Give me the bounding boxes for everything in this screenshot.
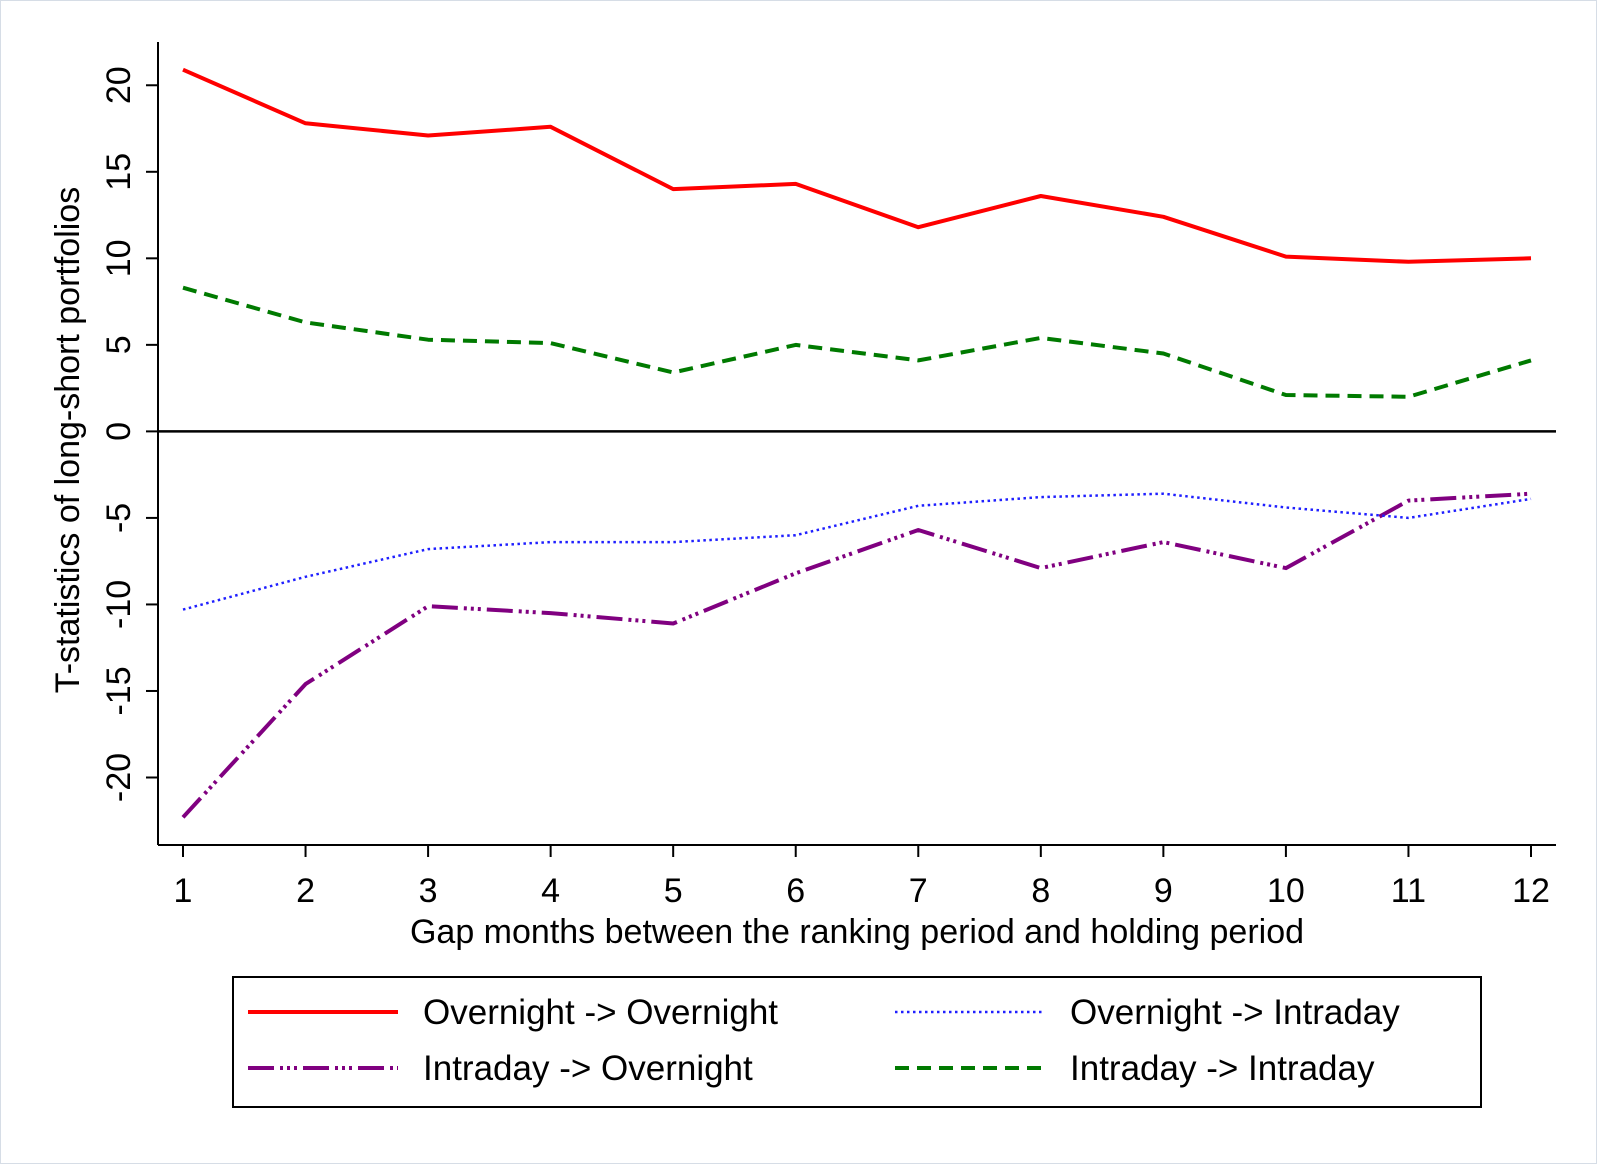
y-tick-label: -5: [100, 503, 138, 533]
x-tick-label: 5: [664, 872, 683, 910]
legend-label: Intraday -> Overnight: [423, 1049, 753, 1088]
series-line-overnight-intraday: [182, 492, 1532, 611]
x-tick-label: 4: [541, 872, 560, 910]
x-tick-label: 3: [419, 872, 438, 910]
series-line-overnight-overnight: [182, 67, 1532, 264]
x-axis-title: Gap months between the ranking period an…: [410, 913, 1304, 951]
series-line-intraday-overnight: [181, 491, 1532, 819]
x-tick-label: 6: [786, 872, 805, 910]
x-tick-label: 8: [1031, 872, 1050, 910]
y-tick-label: 0: [100, 422, 138, 441]
x-tick-label: 7: [909, 872, 928, 910]
y-tick-label: 5: [100, 335, 138, 354]
x-ticks: 1 2 3 4 5 6 7 8 9 10 11 12: [174, 845, 1550, 910]
y-tick-label: 15: [100, 153, 138, 191]
x-tick-label: 1: [174, 872, 193, 910]
legend-label: Overnight -> Intraday: [1070, 993, 1400, 1032]
x-tick-label: 12: [1512, 872, 1550, 910]
y-tick-label: 20: [100, 66, 138, 104]
legend: Overnight -> Overnight Overnight -> Intra…: [232, 976, 1482, 1108]
x-tick-label: 10: [1267, 872, 1305, 910]
x-tick-label: 11: [1391, 872, 1426, 910]
y-tick-label: -20: [100, 753, 138, 802]
legend-label: Overnight -> Overnight: [423, 993, 778, 1032]
y-tick-label: -10: [100, 580, 138, 629]
y-tick-label: 10: [100, 239, 138, 277]
legend-box: [232, 976, 1482, 1108]
y-tick-label: -15: [100, 666, 138, 715]
x-tick-label: 9: [1154, 872, 1173, 910]
y-axis-title: T-statistics of long-short portfolios: [49, 187, 87, 693]
legend-label: Intraday -> Intraday: [1070, 1049, 1375, 1088]
x-tick-label: 2: [296, 872, 315, 910]
series-line-intraday-intraday: [182, 285, 1532, 399]
y-ticks: 20 15 10 5 0 -5 -10 -15 -20: [100, 66, 158, 802]
series-lines: [181, 67, 1532, 819]
